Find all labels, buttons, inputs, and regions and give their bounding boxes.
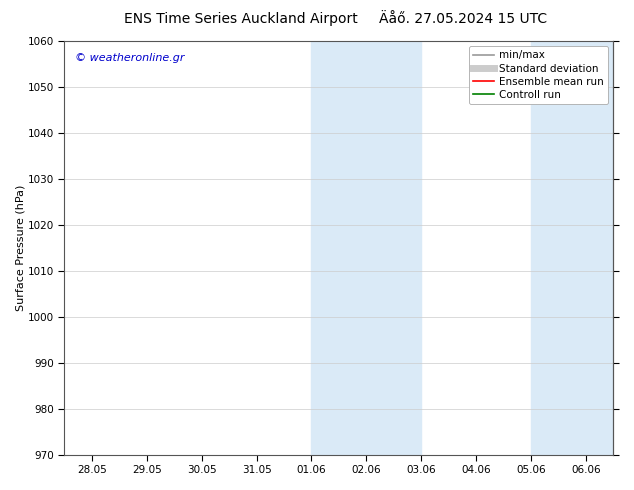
Bar (531, 41, 614, 455)
Y-axis label: Surface Pressure (hPa): Surface Pressure (hPa) (15, 185, 25, 311)
Text: ENS Time Series Auckland Airport: ENS Time Series Auckland Airport (124, 12, 358, 26)
Text: Äåő. 27.05.2024 15 UTC: Äåő. 27.05.2024 15 UTC (378, 12, 547, 26)
Legend: min/max, Standard deviation, Ensemble mean run, Controll run: min/max, Standard deviation, Ensemble me… (469, 46, 608, 104)
Text: © weatheronline.gr: © weatheronline.gr (75, 53, 185, 64)
Bar (311, 41, 422, 455)
